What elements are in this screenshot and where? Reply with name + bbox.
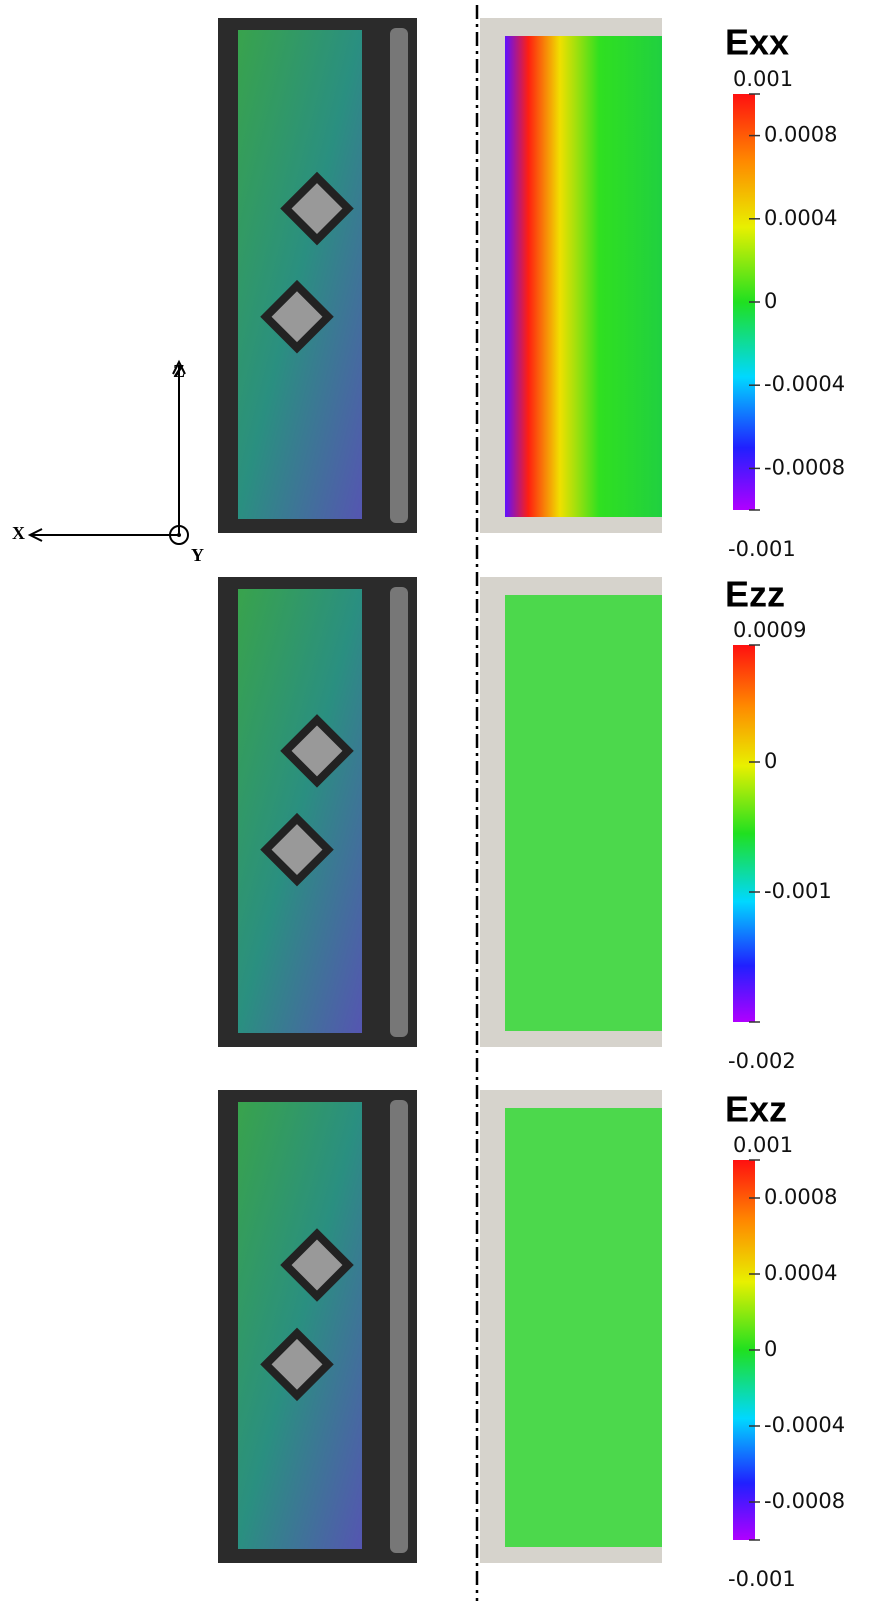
- colorbar-label: -0.0008: [764, 1489, 845, 1513]
- colorbar-label: -0.001: [728, 537, 796, 561]
- sim-field: [505, 36, 662, 517]
- panel-title: Exz: [725, 1089, 787, 1130]
- colorbar-label: -0.001: [764, 879, 832, 903]
- coordinate-axes: Z X Y: [12, 359, 204, 565]
- photo-rail: [390, 587, 408, 1037]
- gauge: [280, 1228, 354, 1302]
- colorbar-label: -0.0004: [764, 1413, 845, 1437]
- colorbar-label: -0.0004: [764, 372, 845, 396]
- sim-field: [505, 1108, 662, 1547]
- gauge: [260, 1327, 334, 1402]
- photo-field: [238, 589, 362, 1033]
- photo-field: [238, 1102, 362, 1549]
- z-label: Z: [173, 361, 185, 381]
- sim-field: [505, 595, 662, 1031]
- photo-rail: [390, 1100, 408, 1553]
- panel-title: Ezz: [725, 574, 785, 615]
- colorbar-label: 0.001: [733, 1133, 793, 1157]
- y-label: Y: [191, 545, 204, 565]
- colorbar-label: 0: [764, 749, 777, 773]
- colorbar: [733, 645, 755, 1022]
- colorbar-label: 0.0008: [764, 123, 837, 147]
- gauge: [280, 714, 354, 788]
- colorbar-label: 0.0009: [733, 618, 806, 642]
- colorbar-label: 0.0008: [764, 1185, 837, 1209]
- gauge: [260, 812, 334, 887]
- gauge: [280, 171, 354, 246]
- colorbar-label: 0.0004: [764, 206, 837, 230]
- gauge: [260, 279, 334, 354]
- panel-title: Exx: [725, 22, 789, 63]
- photo-rail: [390, 28, 408, 523]
- colorbar: [733, 1160, 755, 1540]
- colorbar-label: -0.001: [728, 1567, 796, 1591]
- colorbar-label: -0.002: [728, 1049, 796, 1073]
- x-label: X: [12, 523, 25, 543]
- colorbar: [733, 94, 755, 510]
- colorbar-label: 0: [764, 289, 777, 313]
- colorbar-label: 0.0004: [764, 1261, 837, 1285]
- colorbar-label: 0: [764, 1337, 777, 1361]
- colorbar-label: -0.0008: [764, 455, 845, 479]
- photo-field: [238, 30, 362, 519]
- colorbar-label: 0.001: [733, 67, 793, 91]
